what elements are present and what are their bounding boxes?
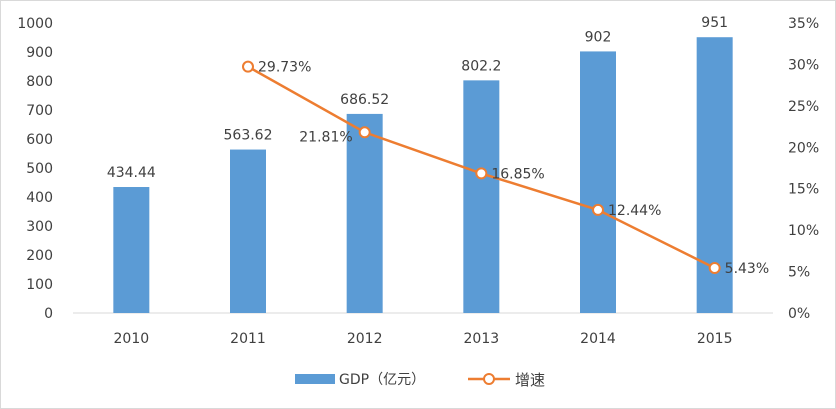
right-axis-tick: 25%	[788, 99, 819, 115]
left-axis-tick: 100	[26, 277, 53, 293]
bar	[113, 187, 150, 313]
bar	[230, 149, 266, 313]
growth-label: 29.73%	[258, 60, 311, 76]
left-axis-tick: 200	[26, 248, 53, 264]
left-axis-tick: 1000	[17, 16, 53, 32]
x-axis-tick: 2012	[347, 331, 383, 347]
bar-label: 434.44	[107, 165, 156, 181]
x-axis-tick: 2013	[464, 331, 500, 347]
legend-line-marker	[483, 373, 495, 385]
left-axis-tick: 800	[26, 74, 53, 90]
left-axis-tick: 300	[26, 219, 53, 235]
x-axis-tick: 2014	[580, 331, 616, 347]
right-axis-tick: 10%	[788, 223, 819, 239]
bar	[463, 80, 500, 313]
x-axis-tick: 2015	[697, 331, 733, 347]
growth-point	[475, 167, 488, 180]
bar-label: 902	[585, 29, 612, 45]
growth-point	[358, 126, 371, 139]
left-axis-tick: 700	[26, 103, 53, 119]
left-axis-tick: 500	[26, 161, 53, 177]
growth-label: 21.81%	[299, 129, 352, 145]
right-axis-tick: 30%	[788, 57, 819, 73]
bar-label: 951	[701, 15, 728, 31]
bar	[346, 113, 383, 313]
right-axis-tick: 0%	[788, 306, 810, 322]
bar-label: 563.62	[224, 128, 273, 144]
right-axis-tick: 5%	[788, 265, 810, 281]
left-axis-tick: 900	[26, 45, 53, 61]
bar-label: 686.52	[340, 92, 389, 108]
legend-gdp-label: GDP（亿元）	[339, 372, 425, 388]
right-axis-tick: 35%	[788, 16, 819, 32]
growth-point	[242, 60, 254, 73]
bar	[580, 51, 616, 314]
growth-point	[592, 203, 604, 216]
bar-label: 802.2	[461, 58, 501, 74]
growth-label: 12.44%	[608, 203, 661, 219]
right-axis-tick: 15%	[788, 182, 819, 198]
left-axis-tick: 600	[26, 132, 53, 148]
x-axis-tick: 2010	[114, 331, 150, 347]
growth-point	[708, 262, 721, 275]
legend-bar-swatch	[295, 374, 335, 384]
left-axis-tick: 400	[26, 190, 53, 206]
x-axis-tick: 2011	[230, 331, 266, 347]
growth-label: 5.43%	[725, 261, 769, 277]
left-axis-tick: 0	[44, 306, 53, 322]
growth-label: 16.85%	[491, 166, 544, 182]
right-axis-tick: 20%	[788, 140, 819, 156]
legend-growth-label: 增速	[515, 371, 545, 389]
